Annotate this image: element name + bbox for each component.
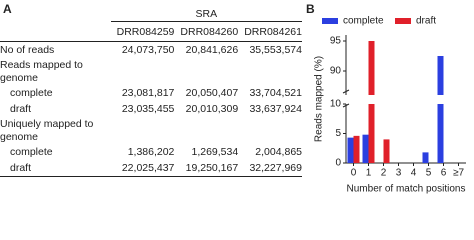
y-tick-label: 95	[330, 36, 342, 47]
y-tick-label: 0	[335, 158, 341, 169]
legend-swatch	[322, 18, 338, 24]
x-tick-label: ≥7	[453, 168, 464, 179]
x-tick-label: 0	[351, 168, 357, 179]
x-tick-label: 1	[366, 168, 372, 179]
column-header: DRR084259	[110, 21, 175, 42]
x-tick-label: 2	[381, 168, 387, 179]
row-label: Reads mapped to genome	[0, 59, 83, 84]
cell	[0, 8, 111, 21]
cell: 20,010,309	[185, 102, 239, 115]
bar	[368, 104, 375, 163]
x-axis-title: Number of match positions	[347, 184, 466, 195]
cell: 22,025,437	[110, 160, 175, 177]
y-tick-label: 90	[330, 66, 342, 77]
cell: 23,081,817	[121, 87, 175, 99]
cell: 20,050,407	[185, 87, 239, 99]
cell: 20,841,626	[185, 43, 239, 56]
bar	[437, 56, 444, 95]
x-tick-label: 4	[411, 168, 417, 179]
cell: 2,004,865	[255, 146, 302, 158]
row-label: draft	[0, 160, 111, 177]
row-label: Uniquely mapped to genome	[0, 118, 94, 143]
bar	[437, 104, 444, 163]
cell: 23,035,455	[121, 102, 175, 115]
x-tick-label: 5	[426, 168, 432, 179]
row: complete 1,386,202 1,269,534 2,004,865	[0, 145, 302, 161]
cell: 35,553,574	[249, 43, 302, 56]
legend-label: draft	[416, 16, 436, 27]
y-tick-label: 5	[335, 128, 341, 139]
cell: 33,637,924	[249, 102, 302, 115]
row-label: draft	[10, 102, 32, 115]
row: Uniquely mapped to genome	[0, 117, 302, 145]
legend-swatch	[395, 18, 411, 24]
row-label: No of reads	[0, 43, 55, 56]
bar	[347, 137, 354, 163]
cell: 32,227,969	[238, 160, 302, 177]
row-label: complete	[10, 87, 53, 99]
bar	[383, 139, 390, 163]
row: complete 23,081,817 20,050,407 33,704,521	[0, 86, 302, 102]
header-row: DRR084259 DRR084260 DRR084261	[0, 21, 302, 42]
table: SRA DRR084259 DRR084260 DRR084261 No of read…	[0, 8, 302, 177]
cell: 1,386,202	[127, 146, 175, 158]
y-tick-label: 10	[330, 99, 342, 110]
row: No of reads 24,073,750 20,841,626 35,553,57…	[0, 42, 302, 58]
panel-label: A	[3, 2, 12, 16]
header-row: SRA	[0, 8, 302, 22]
figure: A B SRA DRR084259 DRR084260 DRR084261 No of …	[0, 2, 466, 195]
x-tick-label: 3	[396, 168, 402, 179]
cell: 33,704,521	[249, 87, 302, 99]
cell	[111, 117, 302, 145]
cell	[111, 58, 302, 86]
row: draft 23,035,455 20,010,309 33,637,924	[0, 101, 302, 117]
legend-label: complete	[343, 16, 384, 27]
bar	[362, 134, 369, 163]
cell: 24,073,750	[121, 43, 175, 56]
panel-label: B	[306, 2, 315, 16]
cell: 19,250,167	[174, 160, 239, 177]
group-header: SRA	[110, 8, 302, 22]
bar	[353, 135, 360, 163]
column-header: DRR084261	[238, 21, 302, 42]
cell	[0, 21, 111, 42]
bar	[368, 41, 375, 95]
row: Reads mapped to genome	[0, 58, 302, 86]
bar	[422, 152, 429, 163]
row-label: complete	[10, 146, 53, 158]
row: draft 22,025,437 19,250,167 32,227,969	[0, 160, 302, 177]
cell: 1,269,534	[191, 146, 239, 158]
y-axis-title: Reads mapped (%)	[314, 56, 325, 142]
x-tick-label: 6	[441, 168, 447, 179]
column-header: DRR084260	[174, 21, 239, 42]
